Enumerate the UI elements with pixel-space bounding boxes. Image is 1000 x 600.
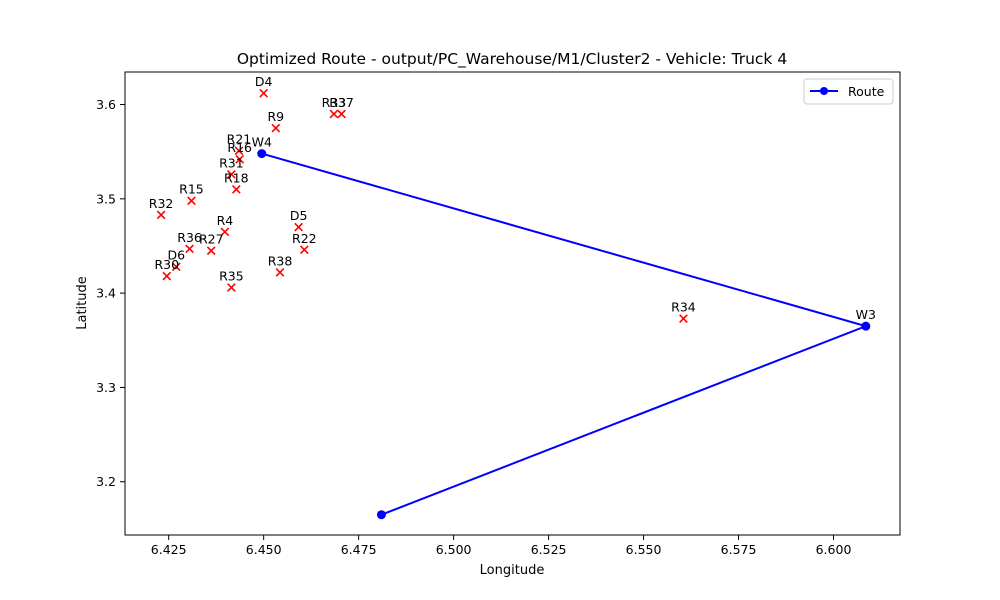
y-tick-label: 3.3 — [96, 380, 116, 395]
stop-label: R37 — [329, 95, 354, 110]
stop-label: R15 — [179, 182, 204, 197]
stop-point — [329, 109, 339, 119]
plot-frame — [124, 71, 901, 536]
stop-point — [171, 262, 181, 272]
stop-marker-stroke — [231, 185, 241, 194]
stop-point — [235, 154, 245, 164]
y-tick-label: 3.6 — [96, 97, 116, 112]
stop-point — [231, 185, 241, 194]
route-stop-marker — [376, 510, 386, 520]
stop-marker-stroke — [171, 262, 181, 272]
stop-marker-stroke — [235, 154, 245, 164]
stop-marker-stroke — [187, 196, 196, 206]
stop-point — [679, 314, 688, 323]
stop-point — [187, 196, 196, 206]
route-layer: W3 W4 — [252, 135, 876, 520]
stop-marker-stroke — [679, 314, 688, 323]
stop-label: R33 — [322, 95, 347, 110]
x-tick-label: 6.525 — [531, 542, 567, 557]
stop-marker-stroke — [259, 88, 269, 98]
stop-label: R18 — [224, 170, 249, 185]
x-tick-label: 6.425 — [151, 542, 187, 557]
stop-marker-stroke — [227, 283, 236, 292]
route-stop-label: W4 — [252, 135, 272, 150]
stop-label: D6 — [167, 248, 185, 263]
y-tick-label: 3.2 — [96, 474, 116, 489]
stop-marker-stroke — [156, 210, 166, 220]
stop-point — [156, 210, 166, 220]
legend-box — [803, 78, 894, 105]
stop-label: R34 — [671, 300, 696, 315]
stop-label: R4 — [217, 213, 234, 228]
stop-marker-stroke — [299, 245, 309, 255]
stop-marker-stroke — [275, 268, 285, 277]
x-tick-label: 6.450 — [246, 542, 282, 557]
stop-marker-stroke — [185, 244, 194, 254]
stop-label: R21 — [227, 132, 252, 147]
x-axis-label: Longitude — [480, 563, 545, 578]
stop-label: D5 — [290, 208, 308, 223]
stop-point — [185, 244, 194, 254]
legend: Route — [803, 78, 894, 105]
stop-point — [294, 222, 303, 232]
stop-point — [227, 169, 236, 179]
chart-title: Optimized Route - output/PC_Warehouse/M1… — [237, 50, 787, 69]
stop-label: R27 — [199, 232, 224, 247]
stop-label: R32 — [149, 196, 174, 211]
stop-label: R9 — [268, 109, 285, 124]
stop-point — [259, 88, 269, 98]
stop-label: R16 — [227, 140, 252, 155]
stop-label: R38 — [268, 253, 293, 268]
stop-marker-stroke — [206, 246, 216, 256]
stop-point — [234, 146, 244, 156]
stop-point — [206, 246, 216, 256]
stop-marker-stroke — [294, 222, 303, 232]
stop-label: D4 — [255, 74, 273, 89]
route-stop-marker — [257, 149, 267, 159]
legend-route-marker — [820, 87, 828, 95]
stop-point — [227, 283, 236, 292]
x-tick-label: 6.500 — [436, 542, 472, 557]
stop-point — [299, 245, 309, 255]
y-axis-ticks: 3.2 3.3 3.4 3.5 3.6 — [96, 97, 125, 489]
stop-marker-stroke — [271, 123, 281, 133]
stop-point — [162, 271, 172, 281]
stop-label: R36 — [177, 230, 202, 245]
route-stop-marker — [861, 321, 871, 331]
stop-label: R30 — [154, 257, 179, 272]
x-tick-label: 6.550 — [626, 542, 662, 557]
x-tick-label: 6.475 — [341, 542, 377, 557]
x-axis-ticks: 6.425 6.450 6.475 6.500 6.525 6.550 6.575 6.600 — [151, 535, 852, 557]
stop-point — [337, 109, 346, 119]
x-tick-label: 6.575 — [721, 542, 757, 557]
x-tick-label: 6.600 — [816, 542, 852, 557]
stop-marker-stroke — [162, 271, 172, 281]
stop-label: R22 — [292, 231, 317, 246]
stop-label: R35 — [219, 268, 244, 283]
stop-marker-stroke — [234, 146, 244, 156]
stop-marker-stroke — [227, 169, 236, 179]
stop-point — [271, 123, 281, 133]
stop-point — [275, 268, 285, 277]
route-stop-label: W3 — [856, 307, 876, 322]
y-tick-label: 3.5 — [96, 191, 116, 206]
stop-marker-stroke — [329, 109, 339, 119]
stop-marker-stroke — [220, 227, 230, 237]
y-axis-label: Latitude — [75, 276, 90, 330]
legend-route-label: Route — [848, 84, 885, 99]
stop-marker-stroke — [337, 109, 346, 119]
stop-point — [220, 227, 230, 237]
stop-label: R31 — [219, 155, 244, 170]
y-tick-label: 3.4 — [96, 286, 116, 301]
